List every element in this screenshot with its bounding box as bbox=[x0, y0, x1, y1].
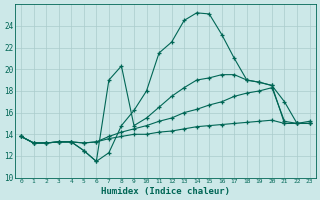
X-axis label: Humidex (Indice chaleur): Humidex (Indice chaleur) bbox=[101, 187, 230, 196]
